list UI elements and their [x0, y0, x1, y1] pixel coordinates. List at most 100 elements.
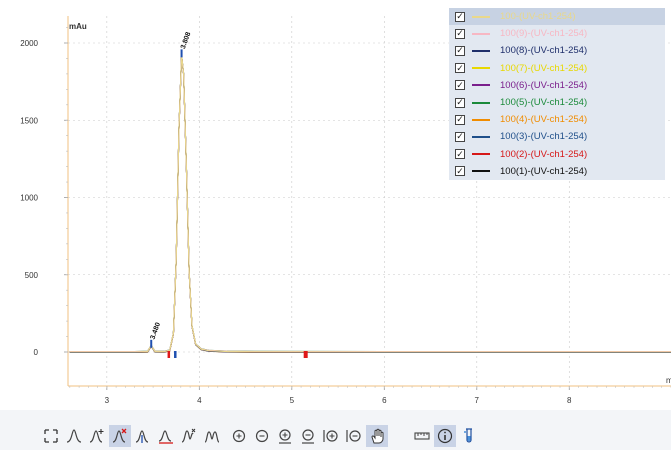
zoom-out-x-icon: [302, 429, 314, 444]
legend-swatch: [472, 118, 490, 121]
y-tick-label: 0: [34, 348, 39, 357]
legend-label: 100(7)-(UV-ch1-254): [500, 62, 588, 74]
legend-checkbox[interactable]: ✓: [455, 97, 465, 108]
legend-checkbox[interactable]: ✓: [455, 165, 465, 177]
x-tick-label: 6: [382, 396, 387, 405]
add-peak-button[interactable]: [86, 425, 108, 447]
integration-marker: [167, 351, 171, 358]
valley-peak-button[interactable]: [201, 425, 223, 447]
sample-tube-icon: [464, 428, 472, 443]
legend-item[interactable]: ✓ 100(4)-(UV-ch1-254): [449, 111, 665, 128]
legend-label: 100(6)-(UV-ch1-254): [500, 79, 588, 91]
legend-item[interactable]: ✓ 100(8)-(UV-ch1-254): [449, 42, 665, 59]
traces: [69, 54, 671, 354]
legend-label: 100(4)-(UV-ch1-254): [500, 114, 588, 126]
legend-item[interactable]: ✓ 100(9)-(UV-ch1-254): [449, 25, 665, 42]
pan-hand-button[interactable]: [366, 425, 388, 447]
zoom-in-y-icon: [323, 430, 338, 442]
y-tick-label: 500: [25, 271, 39, 280]
legend-label: 100(3)-(UV-ch1-254): [500, 131, 588, 143]
y-tick-label: 1500: [20, 116, 38, 125]
fit-all-button[interactable]: [40, 425, 62, 447]
integration-marker: [174, 351, 177, 358]
fit-all-icon: [44, 429, 58, 443]
legend-label: 100(2)-(UV-ch1-254): [500, 148, 588, 160]
peak-label: 3.808: [180, 31, 193, 50]
legend-checkbox[interactable]: ✓: [455, 45, 465, 56]
series-trace: [69, 55, 671, 353]
legend-swatch: [472, 153, 490, 156]
zoom-out-icon: [255, 429, 269, 443]
legend-swatch: [472, 49, 490, 52]
legend-swatch: [472, 32, 490, 35]
legend: ✓ 100-(UV-ch1-254) ✓ 100(9)-(UV-ch1-254) ✓ 10…: [449, 8, 665, 180]
x-tick-label: 4: [197, 396, 202, 405]
legend-swatch: [472, 170, 490, 173]
zoom-out-x-button[interactable]: [297, 425, 319, 447]
legend-checkbox[interactable]: ✓: [455, 28, 465, 39]
skim-peak-icon: [181, 428, 196, 443]
legend-item[interactable]: ✓ 100(5)-(UV-ch1-254): [449, 94, 665, 111]
integration-markers: 3.480 3.808: [150, 31, 308, 358]
x-axis-unit-label: m: [666, 376, 671, 385]
info-button[interactable]: [434, 425, 456, 447]
legend-item[interactable]: ✓ 100-(UV-ch1-254): [449, 8, 665, 26]
zoom-in-x-icon: [279, 429, 291, 444]
zoom-in-y-button[interactable]: [320, 425, 342, 447]
legend-swatch: [472, 135, 490, 138]
info-icon: [437, 428, 453, 444]
peak-label: 3.480: [150, 322, 163, 341]
measure-ruler-icon: [414, 432, 430, 440]
legend-swatch: [472, 67, 490, 70]
chromatogram-plot-panel[interactable]: 0 500 1000 1500 2000 3 4 5 6 7 8 mAu m 3.480 3.808 ✓ 1…: [0, 0, 671, 410]
add-peak-icon: [89, 429, 104, 443]
baseline-peak-button[interactable]: [155, 425, 177, 447]
legend-item[interactable]: ✓ 100(2)-(UV-ch1-254): [449, 146, 665, 163]
x-tick-label: 7: [475, 396, 480, 405]
y-tick-label: 2000: [20, 39, 38, 48]
peak-icon: [66, 429, 82, 443]
legend-item[interactable]: ✓ 100(1)-(UV-ch1-254): [449, 163, 665, 180]
legend-label: 100(8)-(UV-ch1-254): [500, 45, 588, 57]
zoom-in-button[interactable]: [228, 425, 250, 447]
zoom-out-button[interactable]: [251, 425, 273, 447]
chart-toolbar: [40, 424, 480, 448]
legend-item[interactable]: ✓ 100(3)-(UV-ch1-254): [449, 128, 665, 145]
split-peak-button[interactable]: [132, 425, 154, 447]
zoom-in-icon: [232, 429, 246, 443]
legend-checkbox[interactable]: ✓: [455, 11, 465, 22]
legend-item[interactable]: ✓ 100(6)-(UV-ch1-254): [449, 77, 665, 94]
x-tick-label: 8: [567, 396, 572, 405]
split-peak-icon: [135, 430, 149, 443]
legend-label: 100(5)-(UV-ch1-254): [500, 97, 588, 109]
legend-swatch: [472, 84, 490, 87]
legend-item[interactable]: ✓ 100(7)-(UV-ch1-254): [449, 60, 665, 77]
legend-checkbox[interactable]: ✓: [455, 131, 465, 142]
legend-checkbox[interactable]: ✓: [455, 148, 465, 160]
skim-peak-button[interactable]: [178, 425, 200, 447]
x-tick-label: 3: [105, 396, 110, 405]
axes: 0 500 1000 1500 2000 3 4 5 6 7 8 mAu m: [20, 16, 671, 405]
valley-peak-icon: [204, 431, 220, 443]
legend-label: 100-(UV-ch1-254): [500, 11, 576, 23]
chromatogram-chart[interactable]: 0 500 1000 1500 2000 3 4 5 6 7 8 mAu m 3.480 3.808: [0, 0, 671, 410]
legend-swatch: [472, 101, 490, 104]
y-tick-label: 1000: [20, 194, 38, 203]
legend-checkbox[interactable]: ✓: [455, 62, 465, 74]
legend-checkbox[interactable]: ✓: [455, 114, 465, 125]
baseline-peak-icon: [158, 430, 173, 444]
y-axis-unit-label: mAu: [69, 22, 87, 31]
delete-peak-button[interactable]: [109, 425, 131, 447]
delete-peak-icon: [112, 428, 127, 443]
legend-label: 100(9)-(UV-ch1-254): [500, 28, 588, 40]
zoom-out-y-icon: [346, 430, 361, 442]
peak-button[interactable]: [63, 425, 85, 447]
legend-swatch: [472, 15, 490, 18]
integration-marker: [303, 351, 308, 358]
zoom-in-x-button[interactable]: [274, 425, 296, 447]
measure-ruler-button[interactable]: [411, 425, 433, 447]
sample-tube-button[interactable]: [457, 425, 479, 447]
x-tick-label: 5: [290, 396, 295, 405]
zoom-out-y-button[interactable]: [343, 425, 365, 447]
legend-checkbox[interactable]: ✓: [455, 79, 465, 91]
